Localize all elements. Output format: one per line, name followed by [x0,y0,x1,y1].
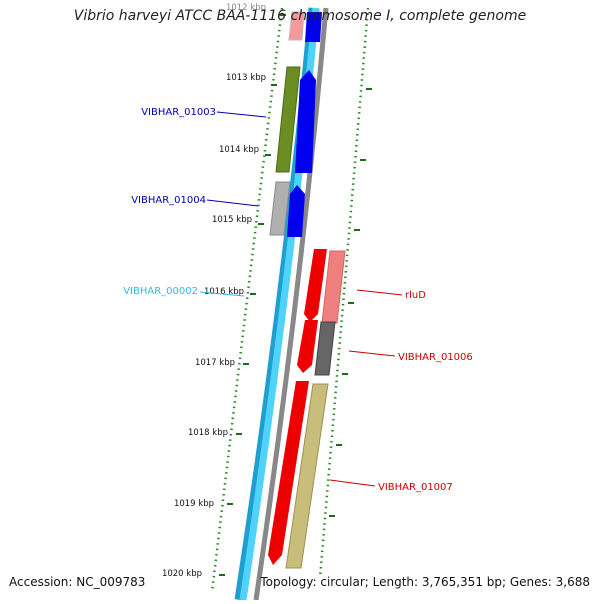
backbone-gray-strand [253,7,329,601]
tick-labels: 1012 kbp 1013 kbp 1014 kbp 1015 kbp 1016… [162,3,266,579]
right-tick-marks [329,88,372,517]
tick-label-1014: 1014 kbp [219,145,259,155]
accession-text: Accession: NC_009783 [9,575,146,589]
gene-label-vibhar-00002: VIBHAR_00002 [123,286,198,297]
left-tick-marks [219,14,286,576]
leader-line-vibhar-01006 [348,350,396,357]
feature-darkgray-vibhar-01006 [314,321,336,376]
cds-blue-top [305,12,322,42]
tick-label-1019: 1019 kbp [174,499,214,509]
outer-dotted-guide-right [318,7,370,579]
tick-label-1018: 1018 kbp [188,428,228,438]
cds-red-vibhar-01007 [268,381,309,565]
tick-label-1013: 1013 kbp [226,73,266,83]
cds-blue-vibhar-01003 [295,70,316,173]
cds-red-rlud [304,249,327,322]
tick-label-1012: 1012 kbp [226,3,266,13]
gene-label-rlud: rluD [405,290,426,301]
tick-label-1017: 1017 kbp [195,358,235,368]
feature-khaki-vibhar-01007 [285,383,329,569]
map-title: Vibrio harveyi ATCC BAA-1116 chromosome … [73,8,527,24]
gene-label-vibhar-01007: VIBHAR_01007 [378,482,453,493]
gene-label-vibhar-01006: VIBHAR_01006 [398,352,473,363]
leader-line-vibhar-00002 [199,291,245,297]
feature-pink-top [288,11,305,41]
leader-line-vibhar-01003 [216,111,267,118]
leader-line-vibhar-01007 [329,479,376,487]
feature-gray-vibhar-01004 [269,181,291,236]
leader-line-rlud [356,289,403,296]
cds-red-vibhar-01006 [297,320,318,373]
tick-label-1016: 1016 kbp [204,287,244,297]
topology-summary-text: Topology: circular; Length: 3,765,351 bp… [260,575,590,589]
tick-label-1015: 1015 kbp [212,215,252,225]
gene-labels: VIBHAR_01003 VIBHAR_01004 VIBHAR_00002 r… [123,107,473,493]
gene-label-vibhar-01004: VIBHAR_01004 [131,195,206,206]
cds-blue-vibhar-01004 [287,185,305,237]
outer-dotted-guide-left [210,7,284,593]
feature-pink-rlud [321,250,346,324]
tick-label-1020: 1020 kbp [162,569,202,579]
feature-olive-vibhar-01003 [275,66,301,173]
gene-label-vibhar-01003: VIBHAR_01003 [141,107,216,118]
leader-line-vibhar-01004 [206,199,259,207]
